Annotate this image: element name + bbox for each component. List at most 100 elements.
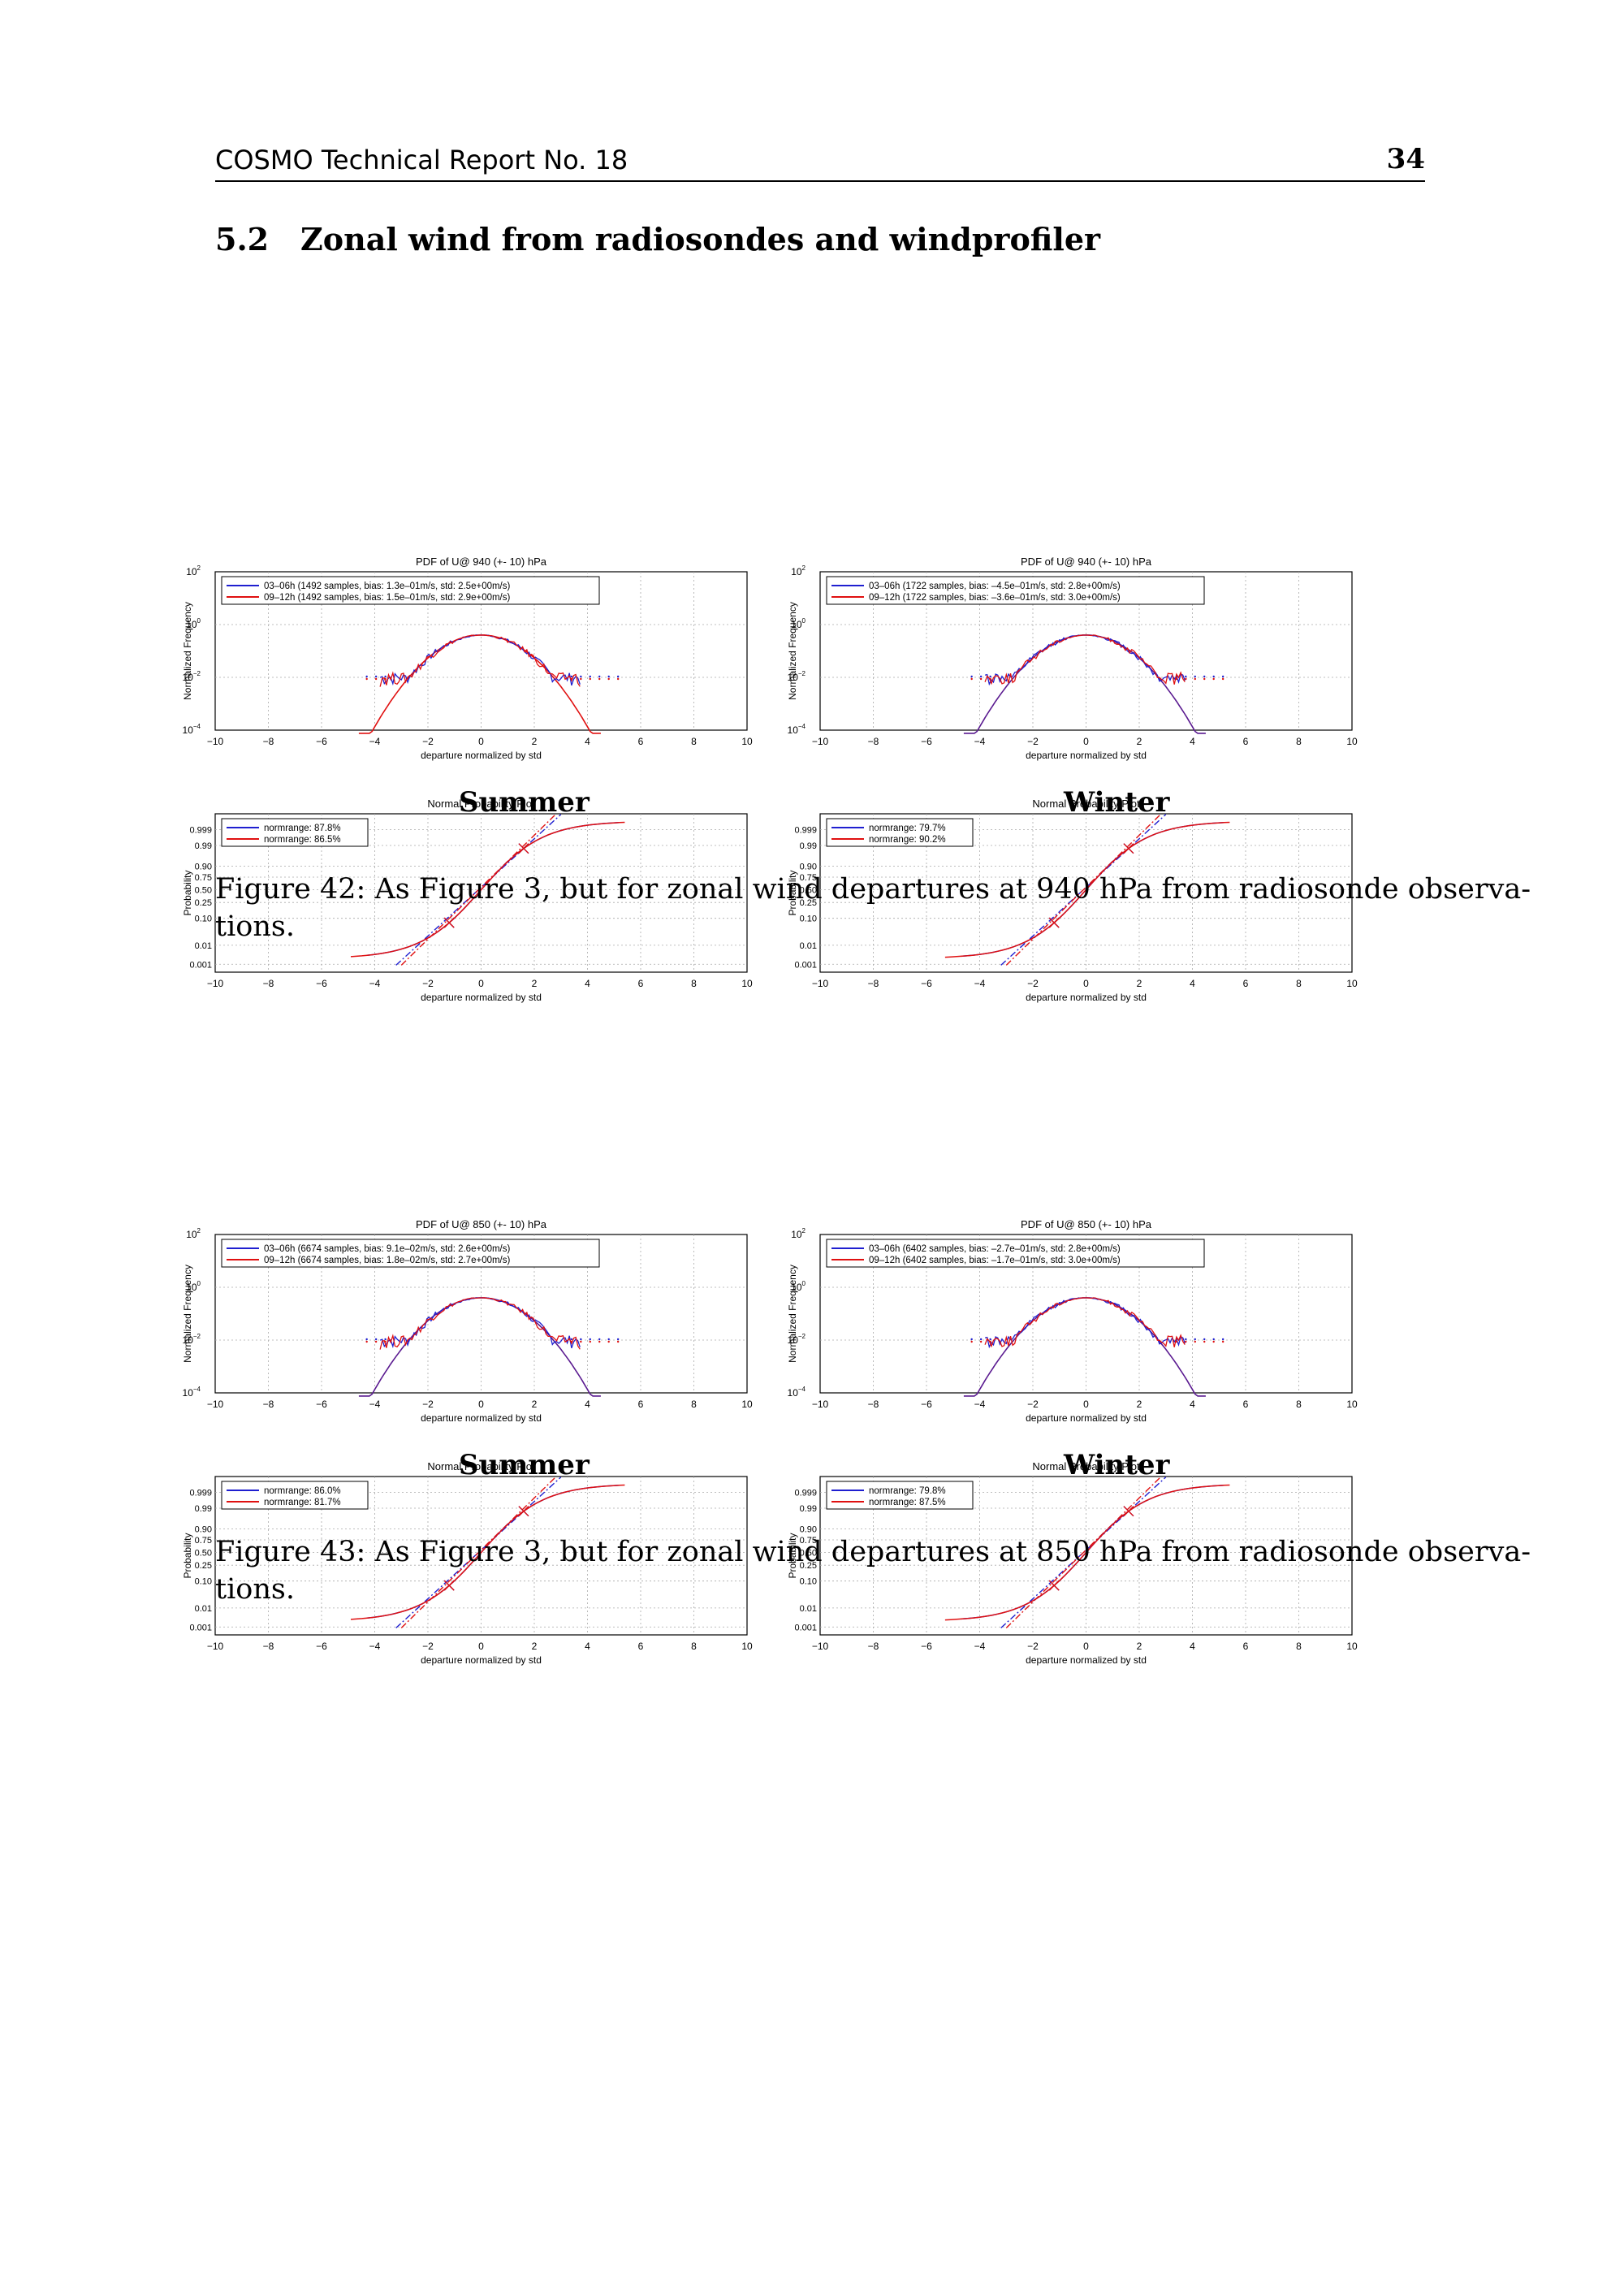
y-tick-label: 0.001 <box>189 1623 212 1632</box>
x-tick-label: 4 <box>585 1399 590 1410</box>
quartile-marker <box>1048 1580 1060 1591</box>
grid-lines <box>215 814 747 972</box>
x-tick-label: −4 <box>974 1399 986 1410</box>
x-tick-label: −2 <box>1027 1399 1039 1410</box>
y-tick-label: 0.25 <box>195 1561 212 1571</box>
x-tick-label: −2 <box>422 1641 434 1652</box>
y-tick-label: 0.999 <box>189 826 212 836</box>
y-tick-label: 0.10 <box>195 915 212 924</box>
x-tick-label: 0 <box>478 978 484 989</box>
x-tick-label: −6 <box>921 1399 932 1410</box>
x-tick-label: 10 <box>741 978 753 989</box>
x-tick-label: 10 <box>1346 1641 1358 1652</box>
y-tick-label: 0.75 <box>800 1536 817 1546</box>
pdf-outlier-dot <box>989 677 991 681</box>
reference-line <box>1005 1477 1161 1628</box>
pdf-outlier-dot <box>1221 1338 1224 1341</box>
y-tick-label: 102 <box>791 1227 806 1240</box>
reference-line <box>400 814 556 966</box>
x-tick-label: 4 <box>1190 1641 1195 1652</box>
y-tick-label: 0.50 <box>800 886 817 896</box>
y-tick-label: 100 <box>186 1280 201 1293</box>
season-label: Winter <box>1064 1449 1170 1481</box>
pdf-outlier-dot <box>374 1340 378 1343</box>
y-tick-label: 0.50 <box>195 886 212 896</box>
y-tick-label: 0.25 <box>800 898 817 908</box>
legend: 03–06h (6674 samples, bias: 9.1e–02m/s, … <box>221 1239 600 1268</box>
x-tick-label: −6 <box>921 978 932 989</box>
pdf-outlier-dot <box>1203 1338 1206 1341</box>
pdf-outlier-dot <box>570 1338 573 1341</box>
pdf-chart: PDF of U@ 850 (+- 10) hPa −10 −8 −6 −4 −2 0 2 4 6… <box>182 1218 753 1424</box>
y-tick-label: 0.001 <box>794 960 817 970</box>
x-tick-label: 8 <box>1296 1399 1302 1410</box>
x-tick-label: −2 <box>422 1399 434 1410</box>
x-tick-label: 8 <box>1296 978 1302 989</box>
pdf-outlier-dot <box>365 675 368 678</box>
quartile-marker <box>443 1580 455 1591</box>
x-tick-label: −10 <box>207 978 224 989</box>
header-rule <box>215 180 1425 182</box>
x-tick-label: 8 <box>1296 1641 1302 1652</box>
caption-line: Figure 42: As Figure 3, but for zonal wi… <box>215 873 1531 906</box>
pdf-outlier-dot <box>1194 675 1196 678</box>
y-tick-label: 10−2 <box>183 1333 201 1346</box>
probability-series-line <box>350 1484 625 1620</box>
pdf-outlier-dot <box>384 1340 387 1343</box>
x-axis-label: departure normalized by std <box>1026 992 1147 1003</box>
y-tick-label: 0.001 <box>794 1623 817 1632</box>
quartile-marker <box>518 843 529 854</box>
y-tick-label: 102 <box>186 564 201 577</box>
y-axis-label: Normalized Frequency <box>182 602 193 700</box>
pdf-outlier-dot <box>589 1340 591 1343</box>
x-tick-label: −8 <box>868 736 879 747</box>
pdf-outlier-dot <box>589 677 591 681</box>
y-axis-label: Probability <box>182 1533 193 1578</box>
legend-entry: 03–06h (1492 samples, bias: 1.3e–01m/s, … <box>264 582 511 591</box>
legend: 03–06h (1722 samples, bias: –4.5e–01m/s,… <box>826 576 1205 605</box>
season-label: Summer <box>459 786 590 819</box>
season-label: Summer <box>459 1449 590 1481</box>
pdf-outlier-dot <box>1194 1340 1196 1343</box>
y-tick-label: 10−2 <box>788 670 806 683</box>
grid-lines <box>820 1234 1352 1393</box>
pdf-series-line <box>379 634 581 687</box>
pdf-outlier-dot <box>970 677 973 681</box>
pdf-chart: PDF of U@ 940 (+- 10) hPa −10 −8 −6 −4 −2 0 2 4 6… <box>787 556 1358 761</box>
grid-lines <box>820 814 1352 972</box>
x-tick-label: −10 <box>812 736 829 747</box>
pdf-outlier-dot <box>384 675 387 678</box>
pdf-outlier-dot <box>1185 675 1187 678</box>
pdf-outlier-dot <box>616 1340 620 1343</box>
reference-line <box>400 1477 556 1628</box>
running-header: COSMO Technical Report No. 18 <box>215 145 628 175</box>
y-tick-label: 0.99 <box>800 1504 817 1514</box>
y-tick-label: 102 <box>186 1227 201 1240</box>
plot-title: Normal Probability Plot <box>427 1460 535 1472</box>
x-tick-label: −4 <box>369 1641 381 1652</box>
y-tick-label: 0.50 <box>195 1549 212 1559</box>
x-tick-label: 6 <box>1243 1399 1249 1410</box>
y-tick-label: 0.999 <box>794 1489 817 1498</box>
pdf-outlier-dot <box>607 1340 610 1343</box>
plot-title: Normal Probability Plot <box>1032 798 1140 810</box>
pdf-outlier-dot <box>384 1338 387 1341</box>
y-tick-label: 0.75 <box>800 873 817 883</box>
pdf-outlier-dot <box>1212 1338 1215 1341</box>
pdf-outlier-dot <box>598 1340 601 1343</box>
x-tick-label: 0 <box>1083 736 1089 747</box>
legend-entry: 03–06h (6674 samples, bias: 9.1e–02m/s, … <box>264 1244 511 1254</box>
x-tick-label: 8 <box>691 1399 697 1410</box>
y-tick-label: 10−4 <box>788 723 806 736</box>
x-tick-label: 6 <box>1243 1641 1249 1652</box>
legend-entry: normrange: 86.0% <box>264 1486 341 1496</box>
legend-entry: normrange: 86.5% <box>264 835 341 845</box>
grid-lines <box>215 572 747 730</box>
legend: normrange: 79.7% normrange: 90.2% <box>826 818 974 847</box>
legend-entry: normrange: 90.2% <box>869 835 946 845</box>
x-axis-label: departure normalized by std <box>1026 750 1147 761</box>
x-tick-label: −4 <box>369 1399 381 1410</box>
x-tick-label: 8 <box>691 978 697 989</box>
pdf-outlier-dot <box>1185 1338 1187 1341</box>
reference-line <box>1005 814 1161 966</box>
